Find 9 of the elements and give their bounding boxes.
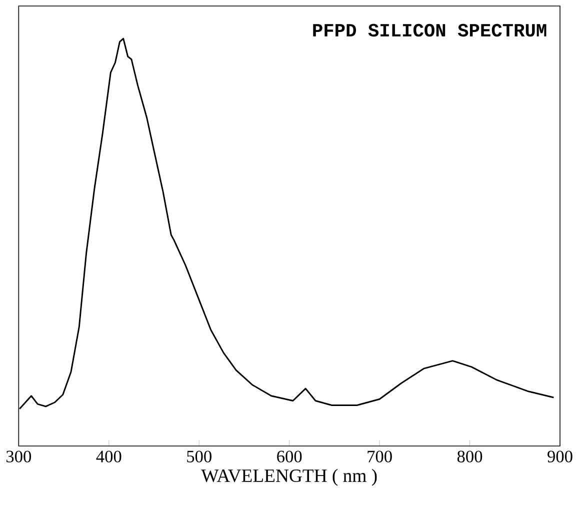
x-tick-label: 400 (96, 450, 122, 462)
x-tick-label: 500 (187, 450, 212, 462)
x-tick-label: 600 (277, 450, 302, 462)
x-tick-label: 300 (6, 450, 32, 462)
x-tick-label: 800 (457, 450, 482, 462)
x-axis-title: WAVELENGTH ( nm ) (201, 468, 377, 486)
chart-title: PFPD SILICON SPECTRUM (313, 24, 546, 37)
x-tick-label: 900 (548, 450, 572, 462)
x-tick-label: 700 (368, 450, 392, 462)
